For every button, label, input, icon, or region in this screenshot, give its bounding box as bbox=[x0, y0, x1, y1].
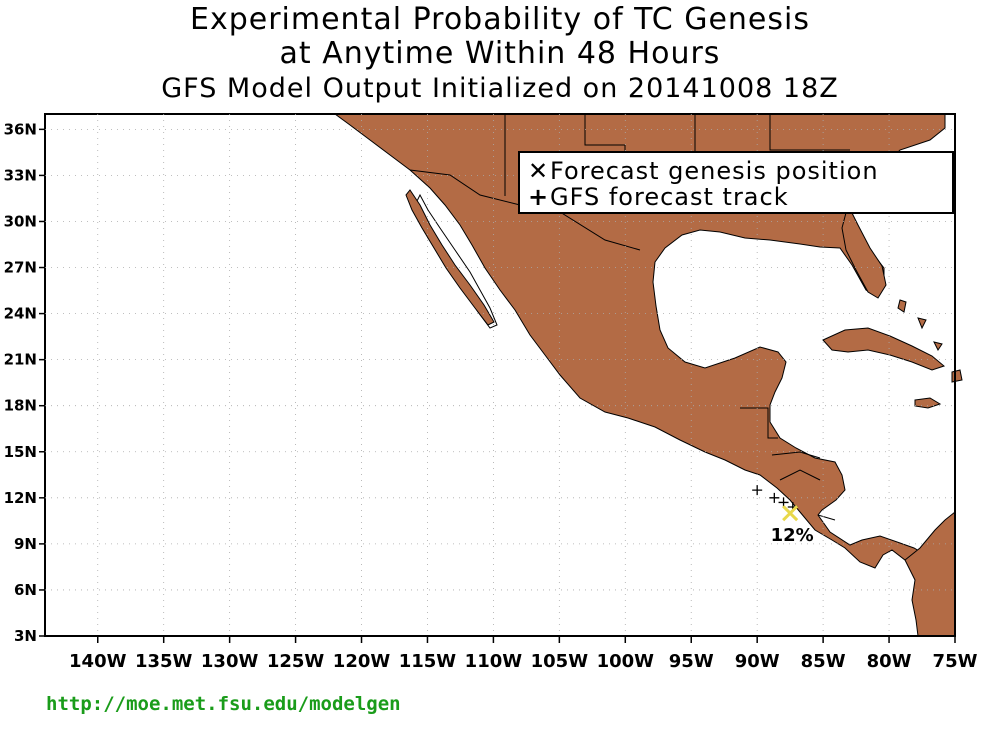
legend-genesis-row: ✕Forecast genesis position bbox=[528, 157, 879, 185]
genesis-marker-group: 12% bbox=[771, 505, 814, 546]
map-legend: ✕Forecast genesis position +GFS forecast… bbox=[518, 151, 954, 214]
track-point bbox=[778, 497, 789, 508]
lon-label: 90W bbox=[735, 651, 780, 672]
land-north-america bbox=[333, 113, 946, 569]
land-baja-peninsula bbox=[405, 189, 495, 326]
lat-label: 12N bbox=[4, 489, 37, 507]
lat-label: 24N bbox=[4, 305, 37, 323]
title-line-1: Experimental Probability of TC Genesis bbox=[190, 2, 810, 37]
lon-label: 110W bbox=[465, 651, 523, 672]
lat-label: 36N bbox=[4, 120, 37, 138]
latitude-labels: 36N 33N 30N 27N 24N 21N 18N 15N 12N 9N 6N 3N bbox=[4, 120, 37, 645]
track-plus-icon: + bbox=[528, 183, 550, 211]
lon-label: 130W bbox=[201, 651, 259, 672]
lon-label: 100W bbox=[597, 651, 655, 672]
legend-genesis-label: Forecast genesis position bbox=[550, 157, 879, 185]
track-point bbox=[769, 492, 780, 503]
lon-label: 120W bbox=[333, 651, 391, 672]
lon-label: 105W bbox=[531, 651, 589, 672]
lat-label: 21N bbox=[4, 351, 37, 369]
lon-label: 140W bbox=[69, 651, 127, 672]
genesis-x-icon: ✕ bbox=[528, 157, 550, 185]
axis-ticks bbox=[39, 128, 956, 643]
land-cuba bbox=[822, 327, 946, 371]
lon-label: 85W bbox=[801, 651, 846, 672]
lat-label: 27N bbox=[4, 259, 37, 277]
lon-label: 135W bbox=[135, 651, 193, 672]
lon-label: 75W bbox=[933, 651, 978, 672]
lat-label: 33N bbox=[4, 166, 37, 184]
lat-label: 15N bbox=[4, 443, 37, 461]
land-bahamas bbox=[897, 299, 943, 351]
genesis-marker bbox=[782, 505, 799, 522]
land-florida bbox=[841, 203, 887, 299]
lon-label: 95W bbox=[669, 651, 714, 672]
land-south-america bbox=[904, 510, 956, 637]
map-frame bbox=[44, 113, 956, 637]
source-url[interactable]: http://moe.met.fsu.edu/modelgen bbox=[46, 693, 401, 715]
track-point bbox=[752, 485, 763, 496]
lon-label: 80W bbox=[867, 651, 912, 672]
lat-label: 30N bbox=[4, 212, 37, 230]
land-hispaniola bbox=[951, 369, 963, 383]
legend-track-label: GFS forecast track bbox=[550, 183, 789, 211]
lat-label: 6N bbox=[14, 581, 37, 599]
legend-track-row: +GFS forecast track bbox=[528, 183, 789, 211]
lat-label: 9N bbox=[14, 535, 37, 553]
title-line-2: at Anytime Within 48 Hours bbox=[279, 36, 721, 71]
land-jamaica bbox=[914, 397, 942, 409]
lon-label: 115W bbox=[399, 651, 457, 672]
lat-label: 3N bbox=[14, 627, 37, 645]
genesis-probability-label: 12% bbox=[771, 525, 814, 546]
lon-label: 125W bbox=[267, 651, 325, 672]
land-layer bbox=[333, 113, 963, 637]
title-line-3: GFS Model Output Initialized on 20141008… bbox=[161, 73, 839, 104]
longitude-labels: 140W 135W 130W 125W 120W 115W 110W 105W 100W 95W 9… bbox=[69, 651, 978, 672]
lat-label: 18N bbox=[4, 397, 37, 415]
